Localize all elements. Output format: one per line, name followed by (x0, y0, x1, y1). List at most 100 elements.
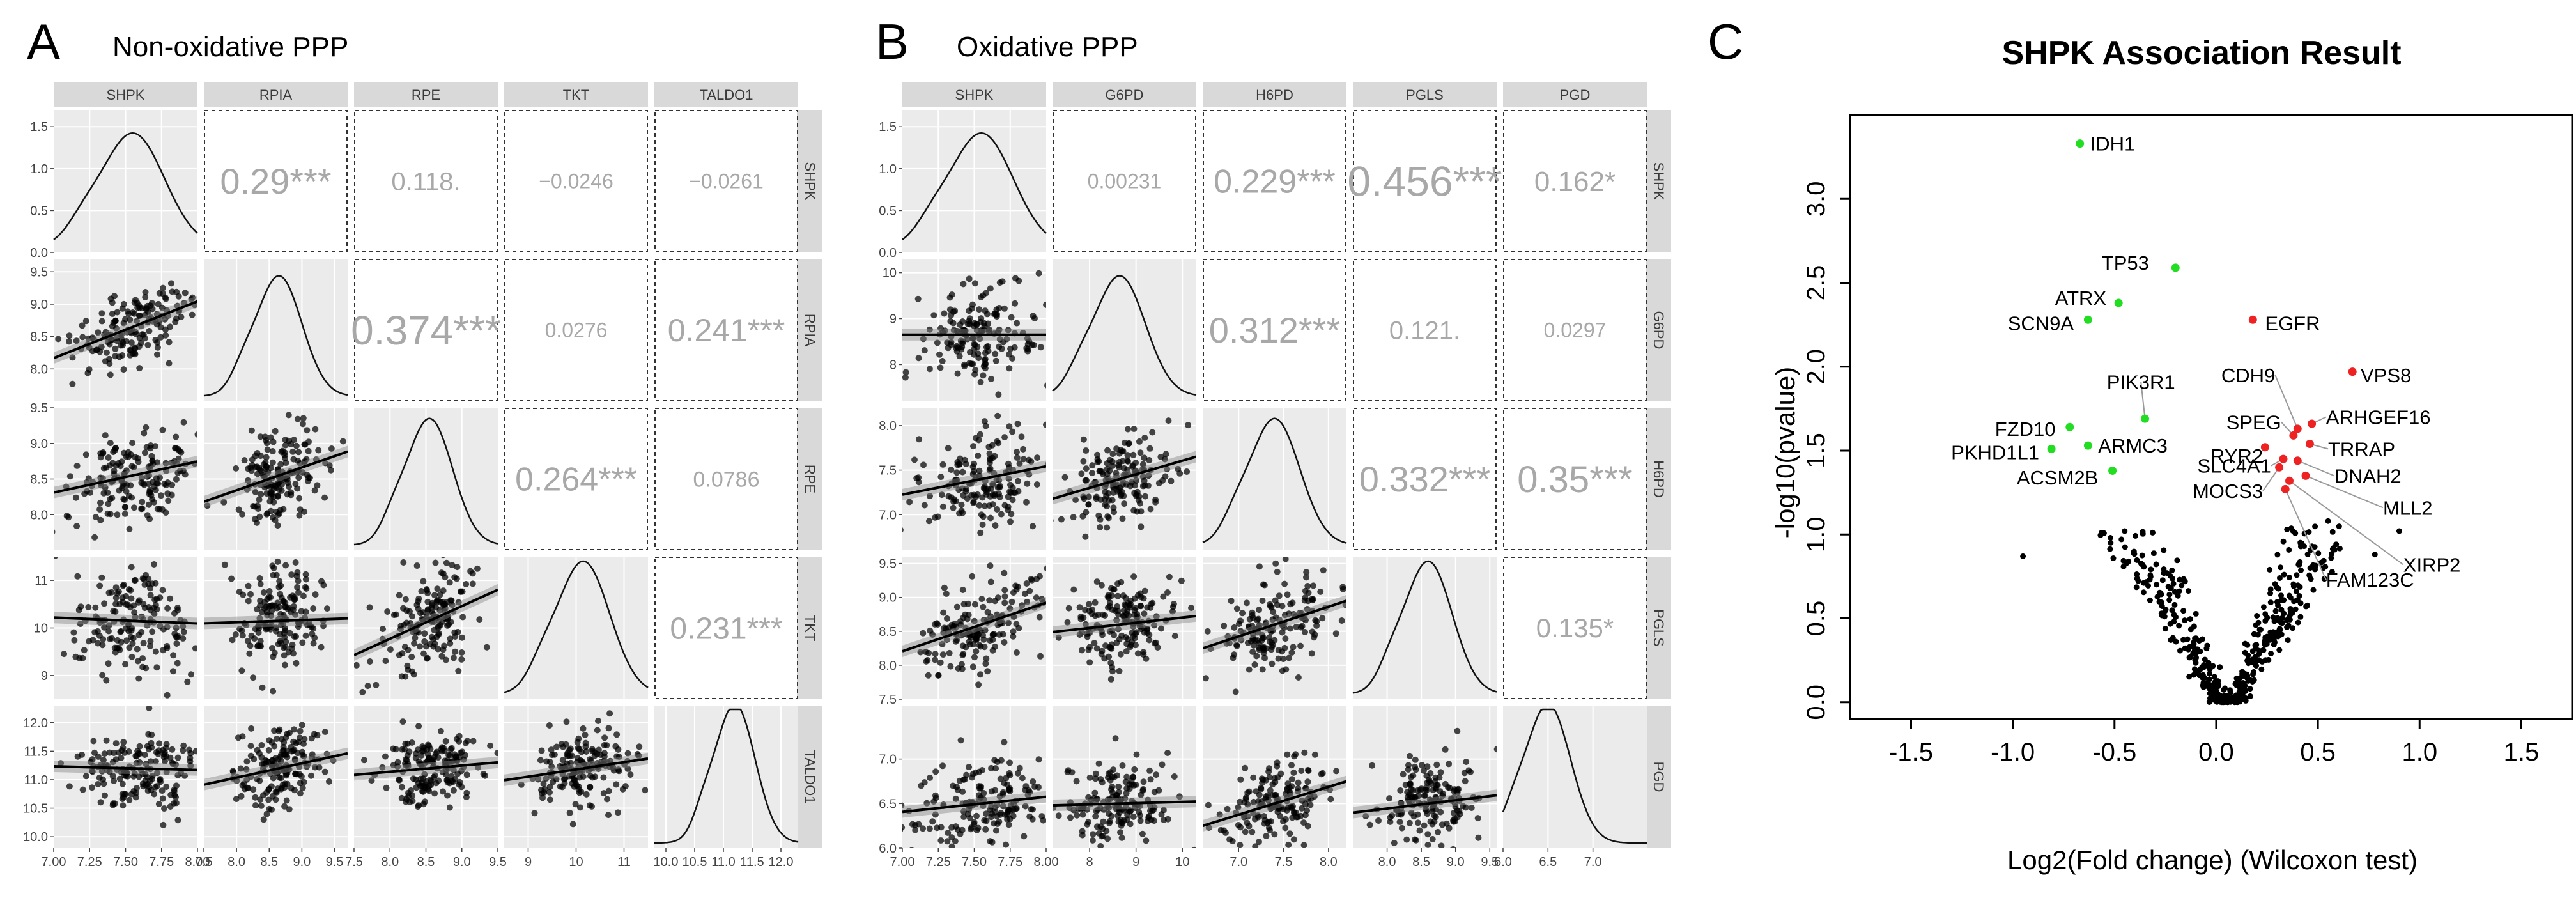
data-point (944, 838, 951, 845)
data-point (615, 809, 621, 816)
data-point (158, 787, 166, 794)
data-point (267, 434, 274, 441)
gene-point (2272, 581, 2278, 587)
data-point (983, 810, 990, 817)
gene-point (2272, 608, 2279, 614)
data-point (1303, 574, 1309, 581)
data-point (927, 493, 933, 500)
data-point (543, 758, 550, 765)
y-tick-label: 0.5 (879, 204, 897, 218)
data-point (415, 595, 422, 602)
scatter-points (902, 270, 1046, 398)
data-point (284, 754, 291, 761)
data-point (1141, 477, 1148, 484)
data-point (969, 632, 976, 639)
data-point (531, 810, 538, 817)
data-point (959, 788, 966, 795)
data-point (605, 787, 612, 794)
data-point (960, 777, 967, 783)
data-point (158, 506, 166, 513)
row-strip-label: RPIA (802, 314, 818, 347)
data-point (154, 770, 161, 777)
data-point (142, 289, 149, 295)
data-point (981, 483, 988, 490)
gene-point (2163, 607, 2169, 613)
regression-line (354, 761, 498, 777)
data-point (992, 357, 999, 364)
data-point (174, 634, 181, 641)
data-point (408, 613, 415, 620)
gene-label: ARMC3 (2098, 435, 2168, 457)
data-point (157, 334, 164, 341)
data-point (619, 785, 626, 793)
data-point (149, 628, 156, 635)
data-point (158, 492, 164, 499)
data-point (143, 424, 150, 431)
data-point (1070, 586, 1077, 593)
data-point (1006, 816, 1014, 823)
gene-point (2187, 626, 2194, 633)
data-point (1258, 798, 1265, 805)
data-point (256, 496, 263, 503)
y-tick-label: 7.5 (879, 693, 897, 707)
data-point (1267, 805, 1274, 812)
data-point (1024, 598, 1031, 605)
data-point (1105, 514, 1112, 522)
gene-point (2202, 656, 2208, 663)
data-point (288, 645, 295, 652)
data-point (939, 358, 946, 364)
gene-label: IDH1 (2090, 133, 2136, 155)
gene-point (2134, 575, 2140, 582)
y-tick-label: 8.0 (879, 419, 897, 433)
data-point (455, 599, 462, 606)
data-point (302, 576, 309, 583)
density-curve (902, 132, 1047, 240)
data-point (240, 591, 247, 598)
data-point (966, 806, 973, 813)
data-point (308, 624, 315, 631)
data-point (958, 501, 965, 508)
y-tick-label: 9.0 (30, 437, 48, 451)
data-point (1001, 305, 1008, 312)
data-point (417, 782, 424, 789)
data-point (971, 371, 978, 378)
row-strip (1646, 706, 1671, 848)
density-curve (654, 708, 799, 844)
data-point (1164, 750, 1171, 756)
data-point (1080, 493, 1087, 500)
data-point (1106, 796, 1113, 803)
data-point (85, 603, 92, 610)
data-point (97, 474, 104, 481)
data-point (932, 651, 939, 658)
data-point (1463, 759, 1470, 765)
highlighted-gene-point (2308, 419, 2317, 428)
column-strip-label: TKT (563, 87, 590, 103)
data-point (992, 522, 999, 529)
data-point (1121, 817, 1128, 824)
data-point (283, 797, 290, 804)
data-point (994, 506, 1001, 513)
data-point (105, 454, 112, 461)
data-point (980, 603, 987, 610)
data-point (132, 345, 139, 352)
data-point (1237, 842, 1244, 848)
data-point (114, 637, 121, 644)
data-point (426, 640, 433, 647)
data-point (424, 598, 431, 605)
data-point (119, 305, 126, 312)
data-point (976, 467, 983, 474)
data-point (1260, 777, 1267, 784)
data-point (187, 754, 194, 761)
data-point (943, 591, 950, 597)
data-point (147, 302, 154, 309)
data-point (130, 635, 137, 642)
data-point (1397, 787, 1404, 794)
data-point (1122, 634, 1129, 640)
data-point (982, 357, 989, 364)
x-tick-label: 9 (1132, 855, 1139, 869)
data-point (435, 646, 442, 653)
data-point (1134, 592, 1141, 599)
data-point (163, 741, 170, 748)
data-point (1152, 639, 1159, 646)
data-point (272, 755, 279, 761)
